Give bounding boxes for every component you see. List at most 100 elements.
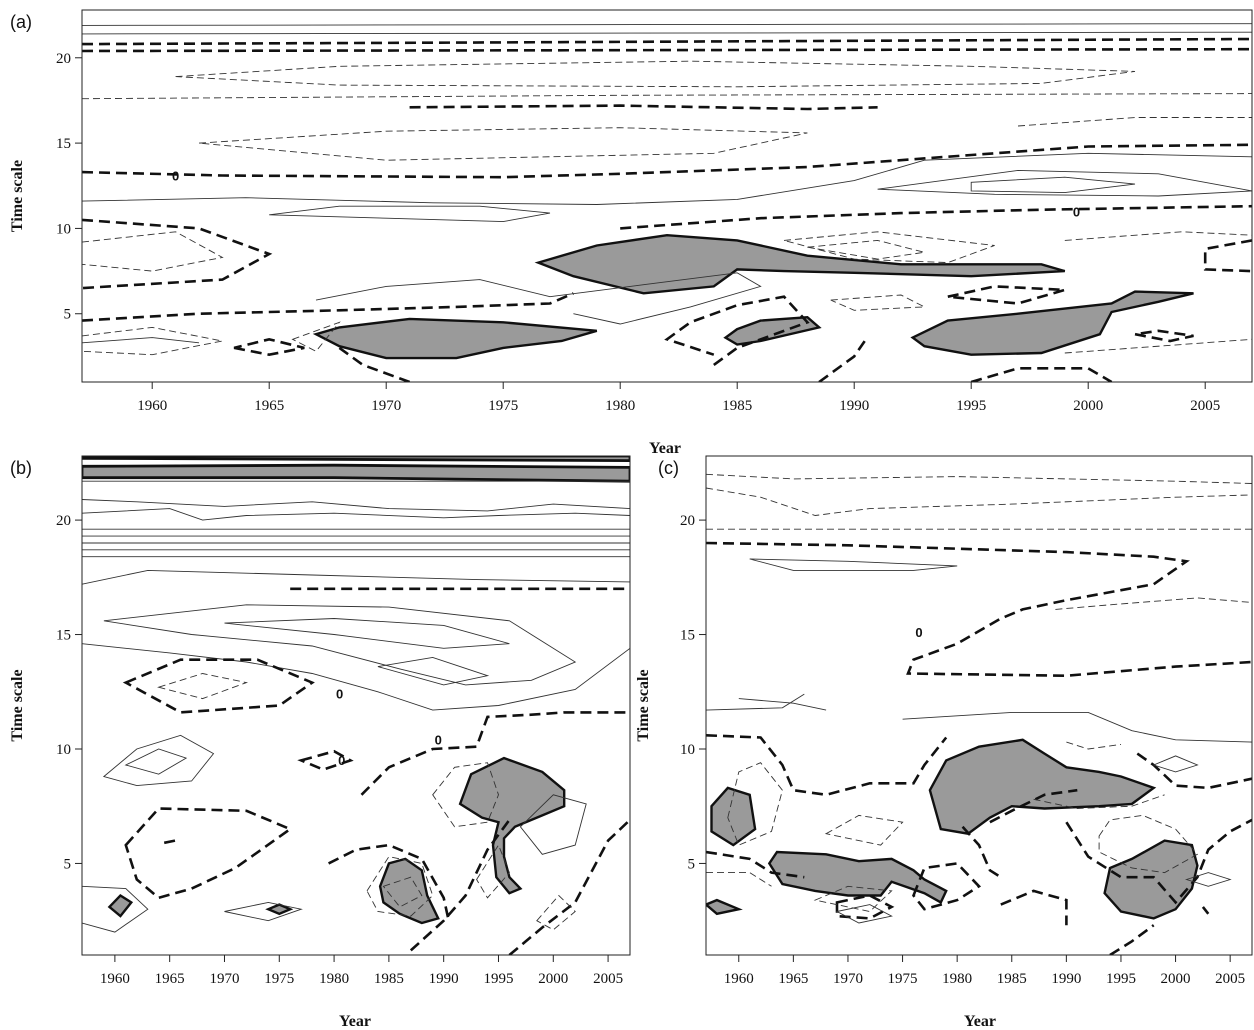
- panel-a-contour-neg-27: [82, 231, 224, 272]
- panel-a-contour-neg-24: [82, 93, 1252, 100]
- panel-b-frame: [81, 455, 631, 956]
- panel-a-contour-pos-16: [82, 23, 1252, 26]
- panel-b-contour-pos-17: [519, 794, 587, 855]
- panel-c-contour-zero-5: [961, 825, 1002, 879]
- panel-a-contour-zero-3: [409, 104, 878, 111]
- panel-a-contour-zero-10: [970, 367, 1113, 382]
- panel-b-contour-pos-15: [82, 885, 149, 933]
- panel-c-xtick-label: 1970: [833, 971, 863, 987]
- panel-c-xtick-label: 1990: [1051, 971, 1081, 987]
- panel-b-contour-zero-21: [124, 807, 293, 900]
- panel-a-significant-region-1: [534, 233, 1066, 295]
- panel-c-contour-neg-22: [1098, 814, 1199, 874]
- panel-b-xtick-label: 2005: [593, 971, 623, 987]
- panel-c-ytick-label: 10: [680, 742, 695, 758]
- panel-c-xtick-label: 1995: [1106, 971, 1136, 987]
- panel-a-yaxis-title: Time scale: [9, 160, 26, 232]
- panel-a-contour-neg-28: [82, 326, 223, 356]
- panel-c-contour-neg-17: [824, 814, 904, 846]
- panel-a-xtick-label: 1965: [254, 398, 284, 414]
- panel-c-contour-zero-3: [835, 894, 895, 920]
- panel-b-contour-pos-11: [224, 618, 510, 649]
- panel-b-yaxis-title: Time scale: [9, 669, 26, 741]
- panel-a-contour-neg-25: [198, 127, 808, 161]
- panel-a-contour-zero-2: [82, 47, 1252, 53]
- panel-a-ytick-label: 10: [56, 221, 71, 237]
- panel-a-plot-area: 00: [82, 23, 1252, 382]
- panel-c-contour-neg-16: [727, 762, 783, 846]
- panel-b-zero-label: 0: [435, 732, 442, 747]
- panel-b-xtick-label: 2000: [538, 971, 568, 987]
- panel-a-contour-zero-4: [82, 218, 273, 290]
- panel-a-contour-zero-7: [620, 204, 1252, 230]
- panel-c-yaxis-title: Time scale: [635, 669, 652, 741]
- panel-b-ytick-label: 10: [56, 742, 71, 758]
- panel-c-significant-region-3: [928, 738, 1157, 835]
- panel-b-contour-zero-25: [508, 818, 630, 955]
- panel-b-contour-pos-10: [103, 604, 577, 686]
- panel-b-contour-zero-26: [163, 839, 176, 845]
- panel-a-contour-zero-0: [82, 143, 1252, 179]
- panel-c-significant-region-1: [706, 898, 743, 916]
- panel-c-ytick-label: 20: [680, 513, 695, 529]
- panel-b-contour-neg-27: [157, 673, 249, 700]
- panel-a-contour-zero-8: [664, 295, 810, 366]
- panel-c-contour-zero-11: [1201, 906, 1210, 915]
- panel-b-contour-neg-31: [476, 844, 510, 899]
- panel-a-contour-neg-26: [1017, 117, 1252, 127]
- panel-a-contour-neg-30: [807, 239, 925, 260]
- panel-b-xtick-label: 1990: [429, 971, 459, 987]
- panel-b-contour-pos-2: [82, 508, 630, 521]
- panel-a-xtick-label: 2005: [1190, 398, 1220, 414]
- panel-b-significant-region-2: [107, 893, 134, 918]
- panel-a-xtick-label: 1975: [488, 398, 518, 414]
- panel-a-xtick-label: 1970: [371, 398, 401, 414]
- panel-c-zero-label: 0: [915, 625, 922, 640]
- panel-b-contour-pos-13: [102, 734, 215, 787]
- panel-b-xtick-label: 1975: [264, 971, 294, 987]
- panel-b-ytick-label: 20: [56, 513, 71, 529]
- panel-b-ytick-label: 15: [56, 628, 71, 644]
- panel-c-contour-neg-19: [813, 885, 893, 912]
- panel-b-contour-pos-12: [377, 656, 490, 686]
- panel-c-xtick-label: 2005: [1215, 971, 1245, 987]
- panel-c-significant-region-0: [710, 786, 757, 847]
- panel-b-contour-neg-32: [536, 894, 576, 931]
- panel-b-xtick-label: 1960: [100, 971, 130, 987]
- panel-a-ytick-label: 5: [64, 307, 72, 323]
- panel-b-xtick-label: 1995: [483, 971, 513, 987]
- panel-a-contour-pos-21: [315, 272, 762, 325]
- panel-a-zero-label: 0: [172, 169, 179, 184]
- panel-c-contour-neg-12: [706, 473, 1252, 484]
- panel-b-significant-band-0: [82, 456, 630, 463]
- panel-c-contour-neg-13: [706, 487, 1252, 516]
- panel-b-xtick-label: 1965: [155, 971, 185, 987]
- panel-b-significant-region-3: [265, 903, 294, 916]
- panel-c-contour-zero-10: [1136, 752, 1252, 790]
- panel-a-contour-neg-34: [291, 321, 341, 352]
- panel-a-contour-zero-13: [233, 337, 305, 357]
- panel-a-xtick-label: 1985: [722, 398, 752, 414]
- panel-c-contour-zero-8: [1065, 818, 1252, 905]
- panel-b-contour-pos-14: [124, 748, 188, 775]
- panel-a-label: (a): [10, 12, 32, 32]
- panel-a-xtick-label: 1960: [137, 398, 167, 414]
- panel-b-contour-neg-30: [382, 876, 423, 908]
- panel-a-significant-region-0: [312, 317, 598, 360]
- panel-b-xtick-label: 1970: [209, 971, 239, 987]
- panel-b-contour-pos-8: [82, 569, 630, 585]
- panel-b-xtick-label: 1985: [374, 971, 404, 987]
- panel-a-significant-region-2: [723, 315, 822, 346]
- panel-b-xaxis-title: Year: [339, 1013, 371, 1030]
- panel-b-contour-neg-28: [432, 762, 499, 828]
- panel-b-contour-zero-23: [360, 711, 630, 796]
- panel-a-contour-neg-23: [175, 60, 1136, 88]
- panel-c-contour-pos-27: [1152, 755, 1199, 773]
- panel-b-contour-zero-22: [328, 843, 451, 924]
- panel-a-contour-zero-9: [818, 338, 867, 382]
- panel-c-contour-zero-6: [1000, 889, 1068, 926]
- panel-a-contour-neg-33: [1064, 338, 1252, 354]
- panel-c-contour-pos-29: [1184, 872, 1232, 887]
- panel-a-contour-neg-32: [830, 294, 927, 311]
- panel-a-contour-zero-6: [338, 346, 411, 382]
